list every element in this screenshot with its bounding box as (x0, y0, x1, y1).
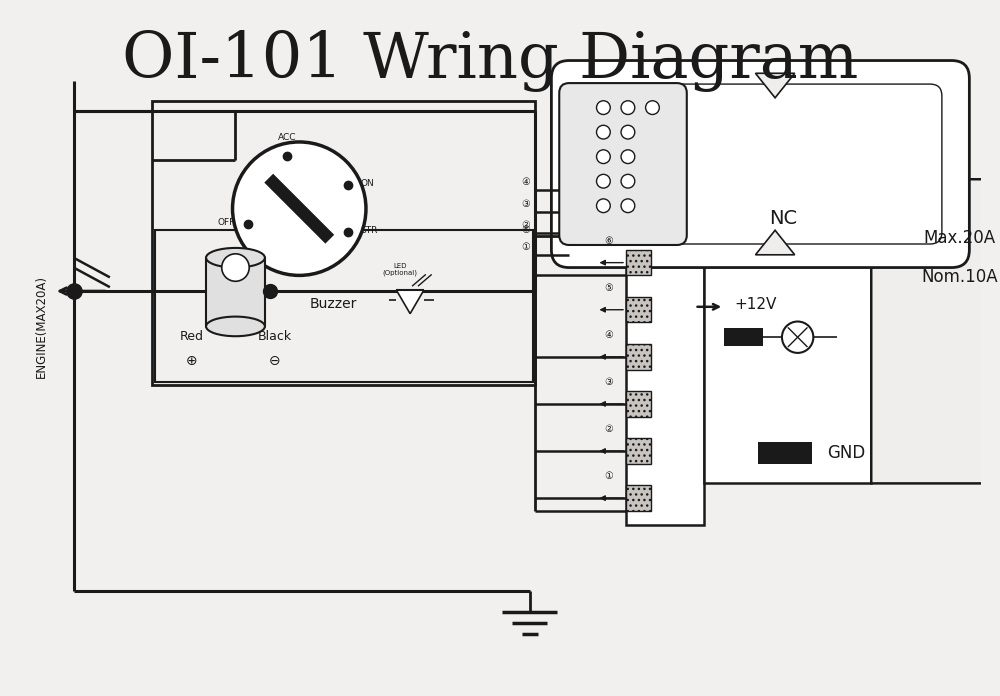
Polygon shape (755, 230, 795, 255)
Text: ①: ① (604, 471, 613, 482)
Text: Max.20A: Max.20A (923, 229, 996, 247)
Text: ⑤: ⑤ (604, 283, 613, 293)
Bar (626, 485, 651, 511)
Text: ⑥: ⑥ (521, 226, 530, 235)
Text: +12V: +12V (734, 297, 776, 313)
Text: ①: ① (521, 242, 530, 252)
Text: NC: NC (769, 209, 797, 228)
Text: STR: STR (360, 226, 377, 235)
Bar (758, 442, 812, 464)
Circle shape (646, 101, 659, 114)
Text: ④: ④ (604, 330, 613, 340)
Polygon shape (396, 290, 424, 314)
Text: OI-101 Wring Diagram: OI-101 Wring Diagram (122, 30, 859, 92)
Circle shape (621, 150, 635, 164)
Text: Buzzer: Buzzer (310, 297, 357, 311)
Bar (626, 438, 651, 464)
Circle shape (597, 150, 610, 164)
Text: Red: Red (179, 330, 203, 342)
Circle shape (597, 101, 610, 114)
Text: Black: Black (258, 330, 292, 342)
FancyBboxPatch shape (551, 61, 969, 267)
Bar (152, 101, 535, 386)
Bar (626, 297, 651, 322)
Circle shape (621, 101, 635, 114)
Text: ⊕: ⊕ (186, 354, 197, 367)
Bar (724, 329, 763, 346)
Circle shape (597, 125, 610, 139)
Polygon shape (755, 73, 795, 98)
Text: LED
(Optional): LED (Optional) (383, 263, 418, 276)
Text: ⑥: ⑥ (604, 236, 613, 246)
Circle shape (233, 142, 366, 276)
Circle shape (222, 254, 249, 281)
Bar (704, 180, 871, 484)
Polygon shape (871, 180, 1000, 484)
Bar (626, 344, 651, 370)
FancyBboxPatch shape (559, 83, 687, 245)
Text: ENGINE(MAX20A): ENGINE(MAX20A) (35, 275, 48, 378)
Text: ②: ② (521, 221, 530, 230)
Text: ③: ③ (521, 199, 530, 209)
Text: ON: ON (360, 179, 374, 188)
Bar (155, 230, 533, 382)
Text: ③: ③ (604, 377, 613, 387)
Text: OFF: OFF (217, 218, 234, 227)
Text: Nom.10A: Nom.10A (921, 269, 998, 286)
Text: ④: ④ (521, 177, 530, 187)
Circle shape (597, 174, 610, 188)
Text: ⊖: ⊖ (269, 354, 281, 367)
Circle shape (621, 174, 635, 188)
Bar (626, 391, 651, 417)
Bar (206, 258, 265, 326)
Circle shape (597, 199, 610, 212)
Circle shape (782, 322, 813, 353)
Circle shape (621, 125, 635, 139)
Ellipse shape (206, 248, 265, 267)
Text: GND: GND (827, 444, 865, 462)
Text: ACC: ACC (278, 133, 297, 142)
Ellipse shape (206, 317, 265, 336)
Circle shape (621, 199, 635, 212)
Text: ②: ② (604, 425, 613, 434)
Bar (626, 161, 704, 525)
Bar (626, 250, 651, 276)
